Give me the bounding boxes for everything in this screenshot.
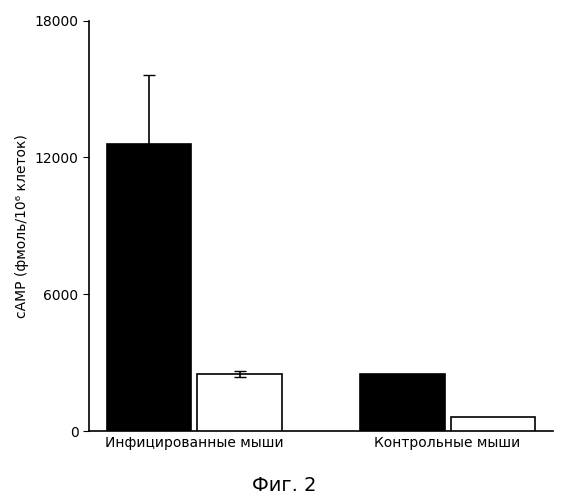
Text: Фиг. 2: Фиг. 2: [252, 476, 316, 495]
Bar: [107, 144, 191, 431]
Bar: [360, 374, 445, 431]
Bar: [198, 374, 282, 431]
Bar: [450, 418, 535, 431]
Y-axis label: сАМР (фмоль/10⁶ клеток): сАМР (фмоль/10⁶ клеток): [15, 134, 29, 318]
